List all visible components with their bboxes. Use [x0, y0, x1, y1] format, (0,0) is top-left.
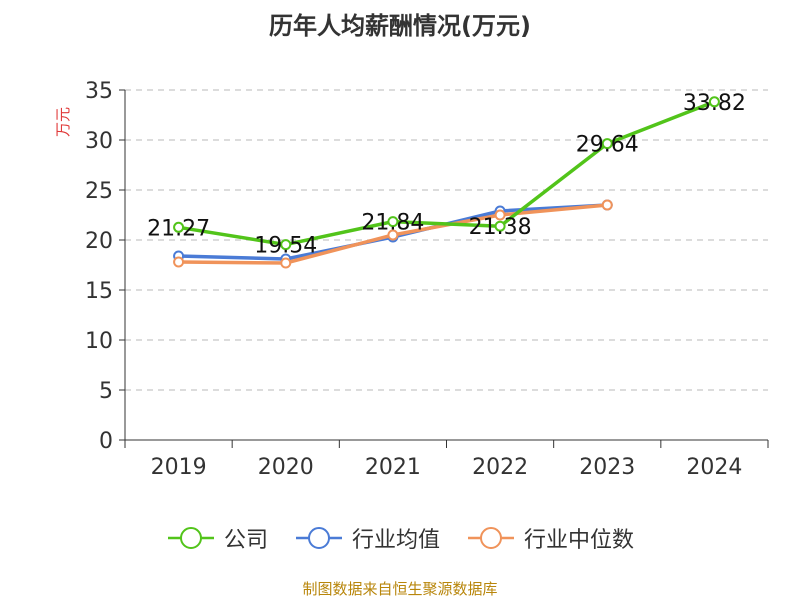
- data-label: 33.82: [683, 91, 746, 116]
- data-point: [601, 199, 613, 211]
- y-tick-label: 0: [99, 429, 113, 454]
- y-tick-label: 35: [85, 79, 113, 104]
- data-point: [601, 138, 613, 150]
- data-label: 21.84: [361, 211, 424, 236]
- x-tick-label: 2021: [365, 455, 421, 480]
- legend-marker-icon: [167, 527, 214, 549]
- data-point: [280, 257, 292, 269]
- legend-label: 公司: [223, 528, 268, 553]
- data-point: [494, 209, 506, 221]
- y-tick-label: 20: [85, 229, 113, 254]
- data-point: [280, 239, 292, 251]
- data-point: [173, 256, 185, 268]
- x-tick-label: 2023: [579, 455, 635, 480]
- y-tick-label: 25: [85, 179, 113, 204]
- series-line-0: [178, 100, 716, 247]
- y-tick-label: 10: [85, 329, 113, 354]
- legend-label: 行业中位数: [524, 528, 635, 553]
- x-tick-label: 2024: [686, 455, 742, 480]
- legend-marker-icon: [295, 527, 342, 549]
- legend-circle: [179, 527, 202, 549]
- y-tick-label: 5: [99, 379, 113, 404]
- x-tick-label: 2019: [151, 455, 207, 480]
- data-point: [708, 96, 720, 108]
- data-point: [494, 220, 506, 232]
- legend-item-0[interactable]: 公司: [166, 522, 268, 554]
- data-point: [173, 221, 185, 233]
- legend-item-2[interactable]: 行业中位数: [466, 522, 634, 554]
- y-tick-label: 15: [85, 279, 113, 304]
- legend-circle: [480, 527, 502, 549]
- data-label: 21.38: [469, 215, 532, 240]
- y-axis-label: 万元: [54, 107, 72, 137]
- data-label: 21.27: [147, 216, 210, 241]
- y-tick-label: 30: [85, 129, 113, 154]
- legend-item-1[interactable]: 行业均值: [294, 522, 440, 554]
- data-point: [387, 216, 399, 228]
- legend: 公司 行业均值 行业中位数: [0, 522, 800, 554]
- source-note: 制图数据来自恒生聚源数据库: [302, 580, 498, 598]
- x-tick-label: 2022: [472, 455, 528, 480]
- data-label: 29.64: [576, 133, 639, 158]
- x-tick-label: 2020: [258, 455, 314, 480]
- legend-circle: [307, 527, 330, 549]
- legend-label: 行业均值: [351, 528, 440, 553]
- data-point: [387, 229, 399, 241]
- data-label: 19.54: [254, 234, 317, 259]
- legend-marker-icon: [468, 527, 514, 549]
- chart-title: 历年人均薪酬情况(万元): [269, 12, 531, 40]
